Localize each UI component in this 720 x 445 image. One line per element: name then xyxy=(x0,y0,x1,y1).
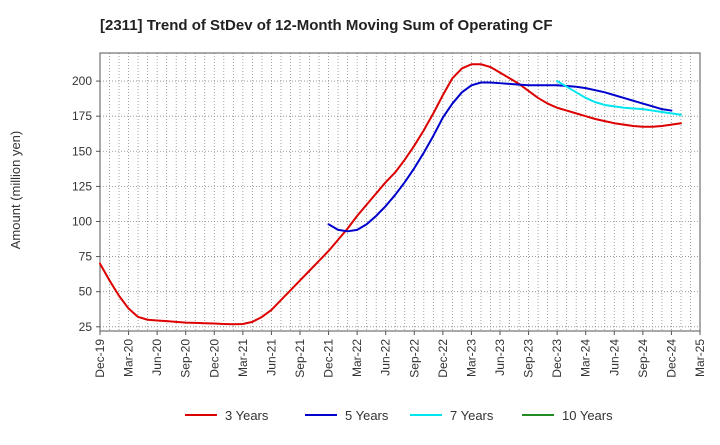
x-tick-label: Jun-23 xyxy=(493,339,507,376)
y-tick-label: 200 xyxy=(72,74,92,88)
legend-label: 3 Years xyxy=(225,408,269,423)
y-tick-labels: 25 50 75 100 125 150 175 200 xyxy=(72,74,100,334)
series-line-7-years xyxy=(556,80,682,116)
x-tick-label: Mar-20 xyxy=(122,339,136,377)
y-axis-label: Amount (million yen) xyxy=(8,131,23,250)
x-tick-label: Jun-20 xyxy=(150,339,164,376)
legend-label: 5 Years xyxy=(345,408,389,423)
x-tick-label: Mar-25 xyxy=(693,339,707,377)
y-tick-label: 150 xyxy=(72,144,92,158)
x-tick-label: Mar-24 xyxy=(579,339,593,377)
y-tick-label: 100 xyxy=(72,214,92,228)
legend-label: 7 Years xyxy=(450,408,494,423)
x-tick-label: Mar-22 xyxy=(350,339,364,377)
y-tick-label: 50 xyxy=(79,285,93,299)
y-tick-label: 175 xyxy=(72,109,92,123)
plot-frame xyxy=(99,52,701,332)
x-tick-labels: Dec-19 Mar-20 Jun-20 Sep-20 Dec-20 Mar-21 Jun-… xyxy=(93,331,707,378)
x-tick-label: Jun-24 xyxy=(607,339,621,376)
chart-title: [2311] Trend of StDev of 12-Month Moving… xyxy=(100,17,553,34)
x-tick-label: Dec-23 xyxy=(550,339,564,378)
x-tick-label: Dec-22 xyxy=(436,339,450,378)
series-line-5-years xyxy=(327,81,673,233)
x-tick-label: Sep-23 xyxy=(522,339,536,378)
x-tick-label: Jun-21 xyxy=(264,339,278,376)
x-tick-label: Sep-21 xyxy=(293,339,307,378)
legend: 3 Years 5 Years 7 Years 10 Years xyxy=(185,408,613,423)
x-tick-label: Jun-22 xyxy=(379,339,393,376)
x-tick-label: Mar-23 xyxy=(464,339,478,377)
x-tick-label: Sep-22 xyxy=(407,339,421,378)
x-tick-label: Dec-24 xyxy=(664,339,678,378)
grid-layer xyxy=(100,53,700,331)
x-tick-label: Dec-19 xyxy=(93,339,107,378)
y-tick-label: 25 xyxy=(79,320,93,334)
series-layer xyxy=(99,63,682,326)
x-tick-label: Sep-24 xyxy=(636,339,650,378)
y-tick-label: 75 xyxy=(79,250,93,264)
y-tick-label: 125 xyxy=(72,179,92,193)
x-tick-label: Dec-20 xyxy=(207,339,221,378)
x-tick-label: Dec-21 xyxy=(322,339,336,378)
x-tick-label: Mar-21 xyxy=(236,339,250,377)
series-line-3-years xyxy=(99,63,682,326)
x-tick-label: Sep-20 xyxy=(179,339,193,378)
legend-label: 10 Years xyxy=(562,408,613,423)
